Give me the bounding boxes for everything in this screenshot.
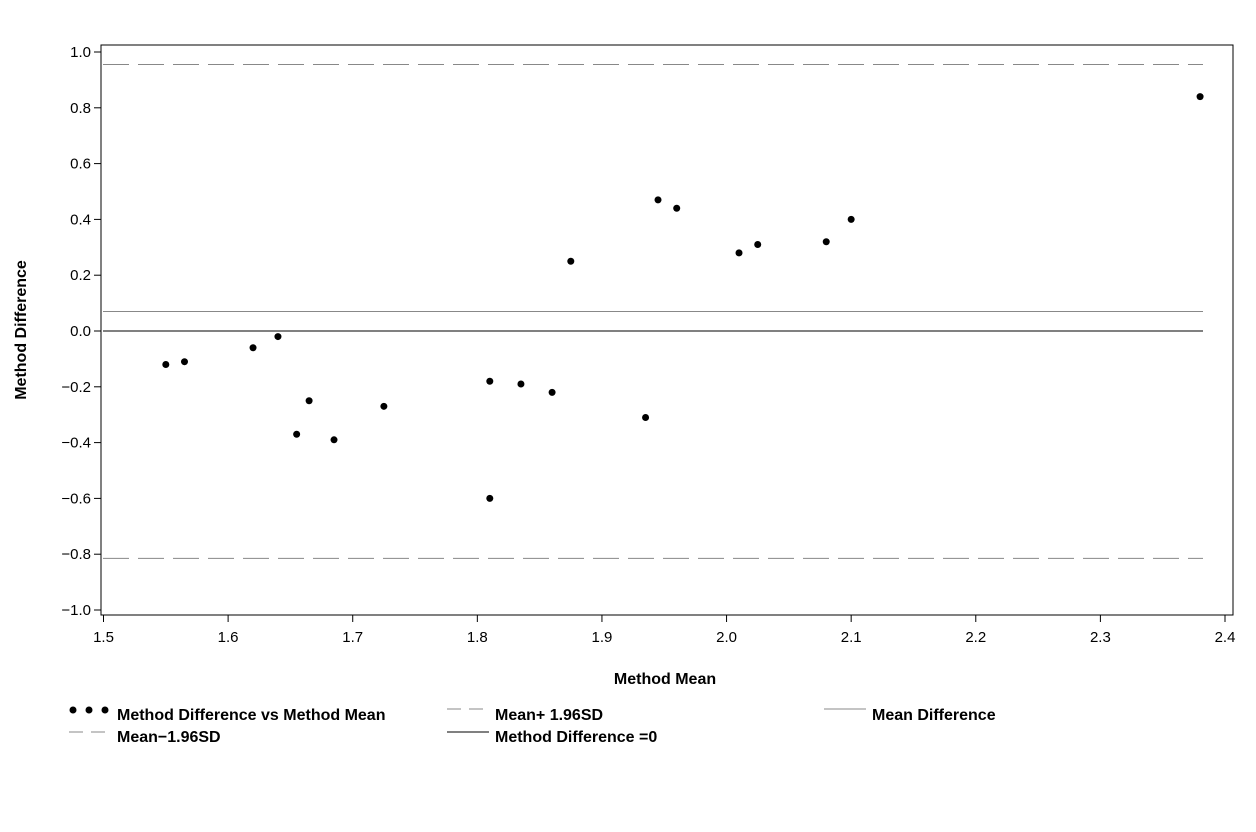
legend-item-upper-limit: Mean+ 1.96SD <box>447 707 603 724</box>
data-point-4 <box>293 430 301 438</box>
x-axis-ticks: 1.5 1.6 1.7 1.8 1.9 2.0 2.1 2.2 2.3 2.4 <box>93 615 1235 646</box>
x-tick-label: 1.9 <box>592 629 613 646</box>
data-point-9 <box>486 494 494 502</box>
data-point-1 <box>180 358 188 366</box>
y-axis-title: Method Difference <box>13 260 30 400</box>
legend-label-upper-limit: Mean+ 1.96SD <box>495 707 603 724</box>
data-point-14 <box>654 196 662 204</box>
data-point-13 <box>642 413 650 421</box>
data-point-12 <box>567 257 575 265</box>
data-point-17 <box>754 241 762 249</box>
legend-label-mean-difference: Mean Difference <box>872 707 996 724</box>
legend-marker <box>69 706 77 714</box>
data-point-19 <box>847 215 855 223</box>
y-tick-label: 0.6 <box>70 156 91 173</box>
data-point-2 <box>249 344 257 352</box>
reference-lines <box>103 64 1203 559</box>
legend-label-scatter: Method Difference vs Method Mean <box>117 707 385 724</box>
y-tick-label: 0.0 <box>70 323 91 340</box>
legend-marker <box>85 706 93 714</box>
data-point-16 <box>735 249 743 257</box>
y-tick-label: 1.0 <box>70 44 91 61</box>
data-point-11 <box>548 388 556 396</box>
data-point-10 <box>517 380 525 388</box>
y-axis-ticks: −1.0 −0.8 −0.6 −0.4 −0.2 0.0 0.2 0.4 0.6 0.8 1.0 <box>61 44 101 619</box>
x-tick-label: 1.5 <box>93 629 114 646</box>
y-tick-label: 0.8 <box>70 100 91 117</box>
data-point-3 <box>274 333 282 341</box>
data-point-0 <box>162 360 170 368</box>
legend-label-lower-limit: Mean−1.96SD <box>117 729 221 746</box>
x-tick-label: 2.4 <box>1215 629 1236 646</box>
x-tick-label: 1.6 <box>218 629 239 646</box>
x-tick-label: 2.1 <box>841 629 862 646</box>
legend-item-mean-difference: Mean Difference <box>824 707 996 724</box>
y-tick-label: −0.8 <box>61 546 91 563</box>
y-tick-label: 0.4 <box>70 211 91 228</box>
legend-marker <box>101 706 109 714</box>
legend-item-scatter: Method Difference vs Method Mean <box>69 706 385 724</box>
x-tick-label: 2.0 <box>716 629 737 646</box>
data-point-7 <box>380 402 388 410</box>
data-point-15 <box>673 204 681 212</box>
data-point-20 <box>1196 93 1204 101</box>
y-tick-label: 0.2 <box>70 267 91 284</box>
x-tick-label: 1.7 <box>342 629 363 646</box>
x-tick-label: 2.3 <box>1090 629 1111 646</box>
data-point-18 <box>822 238 830 246</box>
data-point-5 <box>305 397 313 405</box>
data-point-6 <box>330 436 338 444</box>
y-tick-label: −0.4 <box>61 435 91 452</box>
x-tick-label: 2.2 <box>965 629 986 646</box>
legend: Method Difference vs Method Mean Mean+ 1… <box>69 706 996 746</box>
data-points <box>162 93 1204 502</box>
x-axis-title: Method Mean <box>614 671 716 688</box>
legend-item-lower-limit: Mean−1.96SD <box>69 729 221 746</box>
y-tick-label: −0.6 <box>61 490 91 507</box>
legend-item-zero-line: Method Difference =0 <box>447 729 657 746</box>
data-point-8 <box>486 377 494 385</box>
x-tick-label: 1.8 <box>467 629 488 646</box>
y-tick-label: −0.2 <box>61 379 91 396</box>
y-tick-label: −1.0 <box>61 602 91 619</box>
legend-label-zero-line: Method Difference =0 <box>495 729 657 746</box>
plot-frame <box>100 44 1234 616</box>
